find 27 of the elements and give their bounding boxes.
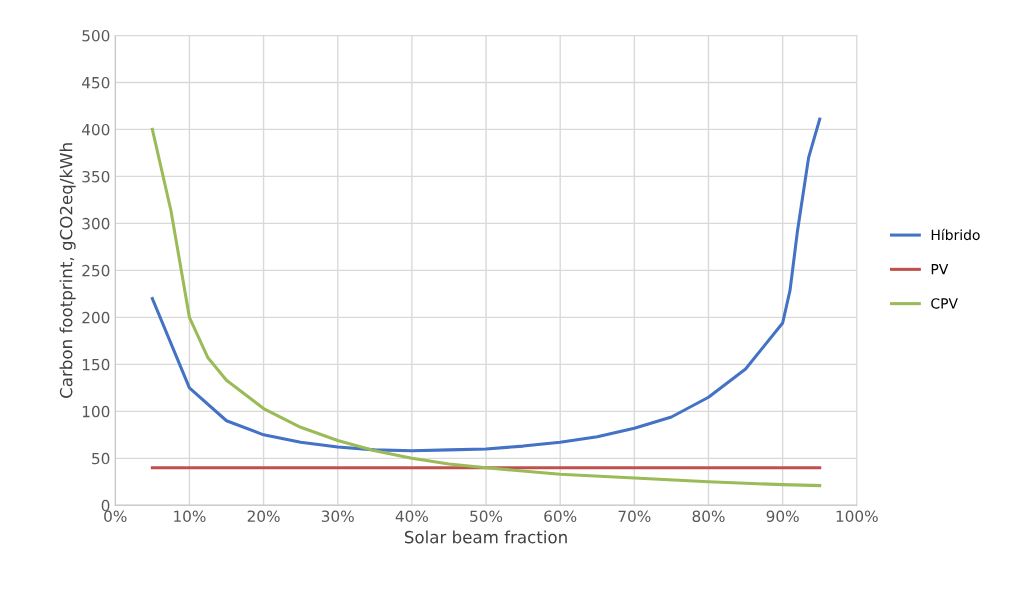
x-tick-label: 40% bbox=[395, 510, 429, 522]
x-axis-title: Solar beam fraction bbox=[404, 530, 567, 544]
x-tick-label: 30% bbox=[321, 510, 354, 522]
legend-label: CPV bbox=[931, 298, 958, 309]
y-tick-label: 50 bbox=[92, 452, 110, 465]
legend-label: Híbrido bbox=[931, 228, 980, 241]
legend-label: PV bbox=[931, 264, 949, 275]
x-tick-label: 10% bbox=[174, 510, 206, 522]
x-tick-label: 70% bbox=[618, 510, 651, 522]
y-tick-label: 300 bbox=[82, 217, 110, 230]
x-tick-label: 80% bbox=[692, 510, 725, 522]
x-tick-label: 50% bbox=[470, 510, 503, 522]
y-tick-label: 200 bbox=[82, 311, 110, 324]
y-tick-label: 400 bbox=[81, 123, 110, 136]
y-tick-label: 100 bbox=[82, 405, 110, 418]
y-tick-label: 250 bbox=[82, 264, 110, 277]
y-axis-title: Carbon footprint, gCO2eq/kWh bbox=[59, 143, 76, 398]
x-tick-label: 0% bbox=[104, 510, 127, 522]
y-tick-label: 450 bbox=[81, 76, 110, 89]
y-tick-label: 500 bbox=[82, 29, 110, 42]
y-tick-label: 350 bbox=[82, 170, 110, 183]
x-tick-label: 100% bbox=[836, 510, 878, 522]
y-tick-label: 0 bbox=[101, 499, 110, 512]
x-tick-label: 60% bbox=[544, 510, 577, 522]
x-tick-label: 90% bbox=[766, 510, 799, 522]
x-tick-label: 20% bbox=[247, 510, 280, 522]
y-tick-label: 150 bbox=[82, 358, 110, 371]
